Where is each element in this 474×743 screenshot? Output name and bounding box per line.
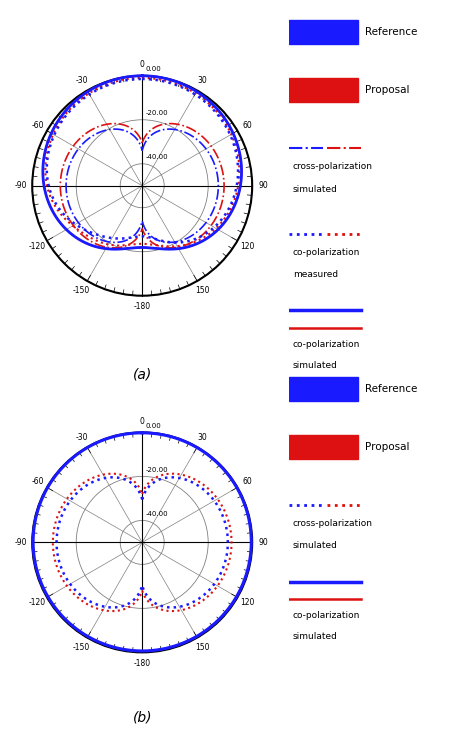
Text: -150: -150 bbox=[73, 286, 91, 295]
Text: simulated: simulated bbox=[293, 632, 337, 641]
Text: co-polarization: co-polarization bbox=[293, 611, 360, 620]
Text: -180: -180 bbox=[134, 659, 151, 668]
Text: Proposal: Proposal bbox=[365, 441, 409, 452]
FancyBboxPatch shape bbox=[289, 20, 357, 44]
Text: cross-polarization: cross-polarization bbox=[293, 163, 373, 172]
Text: Reference: Reference bbox=[365, 383, 417, 394]
Text: Reference: Reference bbox=[365, 27, 417, 37]
Text: co-polarization: co-polarization bbox=[293, 248, 360, 257]
Text: 60: 60 bbox=[242, 121, 252, 130]
Text: -20.00: -20.00 bbox=[146, 467, 168, 473]
FancyBboxPatch shape bbox=[289, 435, 357, 458]
Text: measured: measured bbox=[293, 270, 338, 279]
Text: 0.00: 0.00 bbox=[146, 423, 161, 429]
Text: simulated: simulated bbox=[293, 185, 337, 194]
Text: 120: 120 bbox=[240, 598, 254, 607]
Text: -180: -180 bbox=[134, 302, 151, 311]
Text: -120: -120 bbox=[29, 241, 46, 250]
Text: 30: 30 bbox=[198, 77, 208, 85]
Text: 120: 120 bbox=[240, 241, 254, 250]
Text: 0: 0 bbox=[140, 417, 145, 426]
Text: -60: -60 bbox=[31, 478, 44, 487]
Text: cross-polarization: cross-polarization bbox=[293, 519, 373, 528]
Text: Proposal: Proposal bbox=[365, 85, 409, 95]
Text: 90: 90 bbox=[258, 181, 268, 190]
FancyBboxPatch shape bbox=[289, 78, 357, 102]
Text: 0.00: 0.00 bbox=[146, 66, 161, 73]
Text: 0: 0 bbox=[140, 60, 145, 69]
Text: (b): (b) bbox=[132, 710, 152, 724]
FancyBboxPatch shape bbox=[289, 377, 357, 400]
Text: -90: -90 bbox=[15, 538, 27, 547]
Text: simulated: simulated bbox=[293, 360, 337, 370]
Text: 90: 90 bbox=[258, 538, 268, 547]
Text: 150: 150 bbox=[195, 286, 210, 295]
Text: -40.00: -40.00 bbox=[146, 155, 168, 160]
Text: -20.00: -20.00 bbox=[146, 111, 168, 117]
Text: (a): (a) bbox=[133, 368, 152, 382]
Text: 60: 60 bbox=[242, 478, 252, 487]
Text: -120: -120 bbox=[29, 598, 46, 607]
Text: -40.00: -40.00 bbox=[146, 511, 168, 517]
Text: 30: 30 bbox=[198, 433, 208, 442]
Text: -150: -150 bbox=[73, 643, 91, 652]
Text: -60: -60 bbox=[31, 121, 44, 130]
Text: -30: -30 bbox=[75, 77, 88, 85]
Text: -90: -90 bbox=[15, 181, 27, 190]
Text: co-polarization: co-polarization bbox=[293, 340, 360, 349]
Text: 150: 150 bbox=[195, 643, 210, 652]
Text: simulated: simulated bbox=[293, 542, 337, 551]
Text: -30: -30 bbox=[75, 433, 88, 442]
